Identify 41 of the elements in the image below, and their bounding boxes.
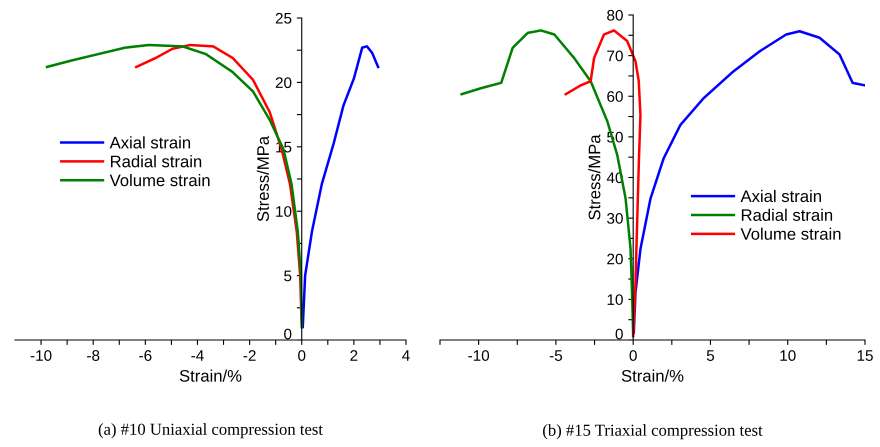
- text: (a) #10 Uniaxial compression test: [98, 423, 323, 438]
- line-series: [46, 44, 303, 328]
- legend-label: Volume strain: [740, 228, 840, 240]
- y-tick-label: 30: [607, 212, 623, 224]
- x-tick-label: 0: [630, 350, 637, 361]
- legend-label: Axial strain: [740, 190, 821, 202]
- x-tick-label: -6: [139, 350, 152, 361]
- x-tick-label: 5: [706, 350, 714, 361]
- y-tick-label: 60: [607, 91, 623, 102]
- x-axis-title: Strain/%: [180, 370, 242, 382]
- line-series: [302, 45, 380, 328]
- y-tick-label: 20: [607, 254, 623, 264]
- x-tick-label: -5: [550, 350, 562, 361]
- x-tick-label: -4: [191, 350, 204, 361]
- x-tick-label: -10: [468, 350, 490, 361]
- x-tick-label: -10: [30, 350, 52, 361]
- legend-label: Volume strain: [110, 174, 210, 186]
- legend-label: Radial strain: [742, 208, 832, 221]
- y-tick-label: 10: [608, 294, 623, 306]
- y-tick-label: 80: [607, 10, 623, 21]
- x-tick-label: 10: [780, 350, 796, 361]
- y-axis-title: Stress/MPa: [256, 136, 269, 222]
- x-tick-label: 4: [402, 350, 410, 361]
- y-tick-label: 5: [284, 270, 292, 282]
- x-tick-label: -8: [87, 350, 100, 361]
- y-tick-label: 20: [276, 77, 292, 88]
- x-tick-label: -2: [243, 350, 256, 361]
- y-tick-label: 25: [276, 12, 292, 24]
- text: (b) #15 Triaxial compression test: [543, 424, 763, 440]
- y-tick-label: 0: [616, 328, 623, 340]
- x-axis-title: Strain/%: [622, 370, 684, 382]
- y-axis-title: Stress/MPa: [588, 134, 600, 220]
- x-tick-label: 2: [350, 350, 358, 361]
- x-tick-label: 0: [298, 350, 306, 361]
- legend-label: Radial strain: [110, 155, 202, 168]
- line-series: [564, 29, 642, 338]
- x-tick-label: 15: [858, 350, 873, 361]
- y-tick-label: 10: [276, 206, 292, 217]
- y-tick-label: 70: [607, 50, 623, 62]
- y-tick-label: 0: [284, 328, 292, 340]
- legend-label: Axial strain: [110, 136, 190, 149]
